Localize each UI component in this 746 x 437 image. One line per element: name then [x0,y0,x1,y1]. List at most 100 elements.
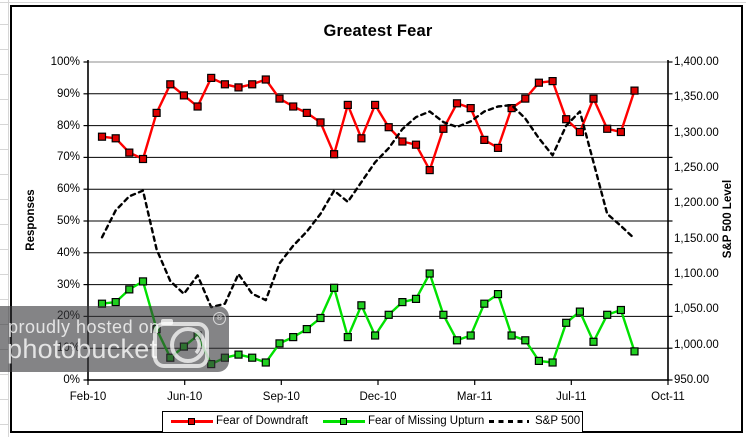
right-axis-tick-label: 1,400.00 [674,56,719,68]
right-axis-tick-label: 1,250.00 [674,162,719,174]
right-axis-tick-label: 950.00 [674,374,710,386]
data-point-marker [316,118,325,127]
data-point-marker [521,336,530,345]
x-axis-tick-label: Feb-10 [69,391,107,403]
data-point-marker [152,108,161,118]
legend-sp500-dash-sample [489,420,529,423]
legend-label-sp500: S&P 500 [535,415,581,427]
data-point-marker [589,337,598,346]
x-axis-tick-label: Dec-10 [359,391,397,403]
data-point-marker [493,290,503,299]
right-axis-tick-label: 1,050.00 [674,303,719,316]
data-point-marker [248,353,257,362]
data-point-marker [425,166,434,175]
data-point-marker [330,150,339,159]
data-point-marker [193,102,202,111]
photobucket-watermark: proudly hosted on photobucket ® [0,306,229,372]
data-point-marker [261,358,270,367]
data-point-marker [534,356,544,365]
worksheet-gridline-vertical [8,0,9,437]
data-point-marker [480,135,489,144]
data-point-marker [357,301,366,310]
data-point-marker [166,80,175,89]
worksheet-gridline-top [0,2,746,3]
x-axis-tick-label: Jul-11 [556,391,587,403]
data-point-marker [630,86,639,95]
data-point-marker [384,123,393,132]
left-axis-tick-label: 60% [56,183,80,196]
data-point-marker [330,283,339,292]
data-point-marker [371,100,380,110]
data-point-marker [575,127,585,137]
data-point-marker [562,115,571,124]
data-point-marker [234,83,243,92]
right-axis-tick-label: 1,350.00 [674,91,719,104]
data-point-marker [534,78,544,87]
data-point-marker [138,154,148,164]
x-axis-tick-label: Mar-11 [456,391,493,403]
data-point-marker [343,100,352,110]
right-axis-tick-label: 1,300.00 [674,126,719,139]
right-axis-tick-label: 1,100.00 [674,268,719,280]
left-axis-tick-label: 50% [56,215,80,227]
camera-icon [153,319,209,368]
data-point-marker [411,140,421,149]
watermark-text-line2: photobucket [7,334,158,364]
left-axis-tick-label: 80% [56,119,80,132]
left-axis-tick-label: 90% [56,87,80,100]
data-point-marker [452,99,462,108]
legend-label-downdraft: Fear of Downdraft [216,415,309,427]
registered-trademark-icon: ® [213,312,226,325]
data-point-marker [289,333,298,342]
data-point-marker [616,305,626,315]
data-point-marker [289,102,298,111]
data-point-marker [548,358,557,367]
legend-upturn-marker-sample [340,418,347,425]
data-point-marker [384,310,393,319]
data-point-marker [466,103,475,113]
right-axis-tick-label: 1,000.00 [674,338,719,351]
right-axis-tick-label: 1,150.00 [674,232,719,245]
data-point-marker [111,134,120,143]
watermark-text-line1: proudly hosted on [8,317,160,337]
data-point-marker [125,148,134,157]
data-point-marker [275,94,284,103]
data-point-marker [248,80,257,89]
data-point-marker [138,277,148,286]
data-point-marker [220,80,229,89]
data-point-marker [452,336,462,345]
data-point-marker [425,269,434,278]
data-point-marker [575,307,585,316]
data-point-marker [630,347,639,356]
data-point-marker [97,132,107,141]
data-point-marker [521,94,530,103]
left-axis-tick-label: 0% [63,374,80,386]
data-point-marker [411,294,421,303]
chart-title: Greatest Fear [323,22,433,40]
data-point-marker [275,339,284,348]
data-point-marker [603,124,612,133]
data-point-marker [316,313,325,323]
data-point-marker [357,134,366,143]
legend-downdraft-marker-sample [188,418,195,425]
data-point-marker [562,318,571,327]
data-point-marker [616,127,626,137]
data-point-marker [589,94,598,103]
left-axis-tick-label: 30% [56,278,80,291]
legend-label-upturn: Fear of Missing Upturn [368,415,485,427]
x-axis-tick-label: Oct-11 [651,391,685,403]
series-s-p-500 [100,103,636,309]
right-axis-tick-label: 1,200.00 [674,197,719,210]
data-point-marker [343,333,352,342]
data-point-marker [507,331,516,340]
data-point-marker [439,310,448,319]
left-axis-tick-label: 70% [56,151,80,164]
series-fear-of-downdraft [100,76,636,172]
right-axis-title: S&P 500 Level [722,179,734,259]
left-axis-tick-label: 100% [50,56,80,68]
data-point-marker [261,75,270,84]
data-point-marker [179,91,188,100]
data-point-marker [480,299,489,308]
data-point-marker [125,285,134,294]
